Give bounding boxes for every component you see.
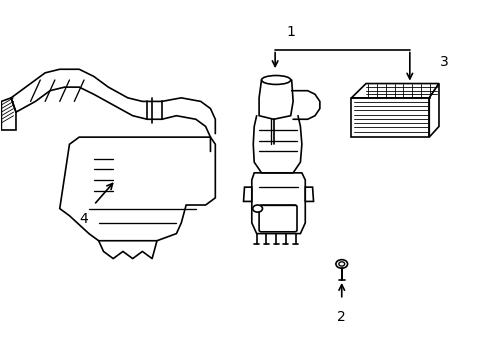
Circle shape	[338, 262, 344, 266]
Polygon shape	[305, 187, 313, 202]
Polygon shape	[351, 84, 438, 98]
Text: 2: 2	[337, 310, 346, 324]
Polygon shape	[1, 98, 16, 130]
Circle shape	[252, 205, 262, 212]
Polygon shape	[351, 98, 428, 137]
Polygon shape	[60, 137, 215, 241]
Ellipse shape	[261, 76, 290, 85]
Polygon shape	[243, 187, 251, 202]
Text: 4: 4	[80, 212, 88, 226]
FancyBboxPatch shape	[259, 205, 296, 232]
Circle shape	[335, 260, 347, 268]
Text: 3: 3	[439, 55, 447, 69]
Polygon shape	[428, 84, 438, 137]
Polygon shape	[251, 173, 305, 234]
Text: 1: 1	[285, 25, 295, 39]
